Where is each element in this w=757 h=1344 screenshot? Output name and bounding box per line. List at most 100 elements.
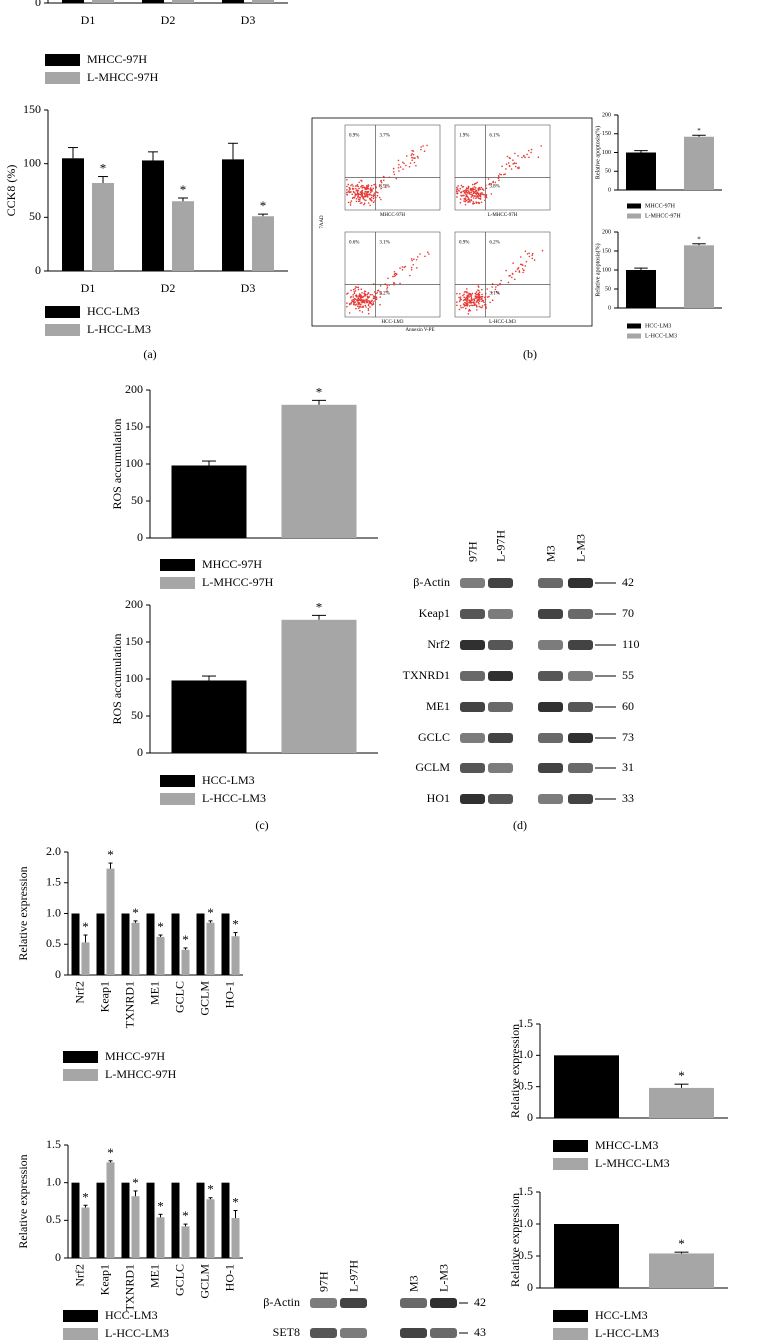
event-dot bbox=[348, 303, 351, 306]
event-dot bbox=[473, 298, 476, 301]
legend-swatch bbox=[627, 203, 641, 209]
event-dot bbox=[357, 200, 360, 203]
x-tick-label: ME1 bbox=[147, 981, 161, 1005]
event-dot bbox=[474, 192, 477, 195]
x-tick-label: Nrf2 bbox=[72, 981, 86, 1004]
protein-label: ME1 bbox=[426, 699, 450, 713]
event-dot bbox=[352, 298, 355, 301]
event-dot bbox=[497, 292, 499, 294]
event-dot bbox=[473, 186, 476, 188]
event-dot bbox=[367, 303, 370, 305]
event-dot bbox=[367, 295, 369, 298]
event-dot bbox=[459, 187, 462, 190]
event-dot bbox=[367, 309, 370, 312]
event-dot bbox=[468, 305, 471, 307]
event-dot bbox=[476, 194, 478, 197]
event-dot bbox=[372, 283, 375, 285]
event-dot bbox=[505, 163, 508, 165]
event-dot bbox=[368, 296, 371, 298]
event-dot bbox=[416, 155, 419, 158]
event-dot bbox=[461, 186, 464, 188]
event-dot bbox=[465, 195, 468, 198]
event-dot bbox=[491, 286, 493, 288]
lane-label: L-97H bbox=[346, 1260, 360, 1292]
event-dot bbox=[483, 301, 485, 303]
bar bbox=[171, 465, 247, 538]
y-tick-label: 0 bbox=[55, 967, 61, 981]
event-dot bbox=[509, 274, 511, 277]
quadrant-percent: 0.6% bbox=[349, 240, 359, 245]
flow-plot bbox=[454, 124, 551, 211]
event-dot bbox=[467, 187, 469, 190]
event-dot bbox=[459, 201, 462, 204]
event-dot bbox=[466, 291, 468, 293]
event-dot bbox=[355, 295, 358, 298]
panel-label: (b) bbox=[523, 347, 537, 361]
event-dot bbox=[498, 179, 500, 182]
legend-swatch bbox=[553, 1158, 588, 1170]
event-dot bbox=[368, 300, 371, 303]
event-dot bbox=[473, 202, 476, 205]
event-dot bbox=[379, 291, 381, 293]
lane-label: L-97H bbox=[493, 530, 507, 562]
event-dot bbox=[472, 202, 474, 205]
blot-band bbox=[460, 794, 485, 804]
event-dot bbox=[371, 190, 373, 192]
sample-label: L-HCC-LM3 bbox=[489, 320, 516, 325]
legend-label: L-MHCC-97H bbox=[645, 213, 681, 219]
event-dot bbox=[478, 300, 481, 302]
sample-label: HCC-LM3 bbox=[382, 320, 404, 325]
event-dot bbox=[475, 197, 477, 199]
significance-star: * bbox=[232, 917, 239, 932]
event-dot bbox=[349, 204, 352, 206]
event-dot bbox=[475, 309, 478, 311]
event-dot bbox=[463, 197, 466, 200]
event-dot bbox=[367, 297, 369, 299]
event-dot bbox=[375, 191, 378, 193]
event-dot bbox=[346, 185, 348, 188]
y-tick-label: 1.0 bbox=[518, 1216, 533, 1230]
x-tick-label: GCLC bbox=[172, 1264, 186, 1296]
event-dot bbox=[354, 304, 356, 306]
event-dot bbox=[380, 180, 382, 183]
event-dot bbox=[476, 191, 479, 194]
event-dot bbox=[369, 187, 372, 189]
event-dot bbox=[367, 307, 370, 310]
event-dot bbox=[356, 192, 359, 194]
legend-swatch bbox=[63, 1051, 98, 1063]
event-dot bbox=[360, 202, 363, 204]
y-tick-label: 200 bbox=[602, 229, 611, 235]
y-tick-label: 1.5 bbox=[518, 1184, 533, 1198]
protein-label: SET8 bbox=[273, 1325, 300, 1339]
event-dot bbox=[348, 186, 351, 189]
event-dot bbox=[366, 293, 368, 296]
significance-star: * bbox=[207, 905, 214, 920]
event-dot bbox=[466, 288, 468, 290]
event-dot bbox=[411, 153, 413, 155]
event-dot bbox=[367, 184, 370, 186]
event-dot bbox=[511, 276, 513, 279]
bar bbox=[172, 0, 194, 3]
event-dot bbox=[397, 167, 400, 169]
quadrant-percent: 3.7% bbox=[379, 133, 389, 138]
event-dot bbox=[403, 162, 405, 165]
y-tick-label: 0.5 bbox=[46, 1212, 61, 1226]
event-dot bbox=[354, 195, 356, 197]
bar bbox=[146, 913, 155, 975]
event-dot bbox=[350, 295, 352, 298]
event-dot bbox=[467, 295, 469, 298]
x-tick-label: GCLC bbox=[172, 981, 186, 1013]
event-dot bbox=[355, 197, 358, 200]
bar bbox=[206, 922, 215, 975]
legend-label: MHCC-LM3 bbox=[595, 1138, 658, 1152]
event-dot bbox=[485, 305, 487, 308]
event-dot bbox=[355, 307, 357, 310]
event-dot bbox=[459, 198, 462, 200]
bar bbox=[171, 1182, 180, 1258]
event-dot bbox=[463, 296, 465, 299]
event-dot bbox=[374, 200, 376, 202]
y-tick-label: 50 bbox=[131, 493, 143, 507]
x-tick-label: ME1 bbox=[147, 1264, 161, 1288]
y-tick-label: 0 bbox=[527, 1110, 533, 1124]
event-dot bbox=[481, 288, 483, 291]
